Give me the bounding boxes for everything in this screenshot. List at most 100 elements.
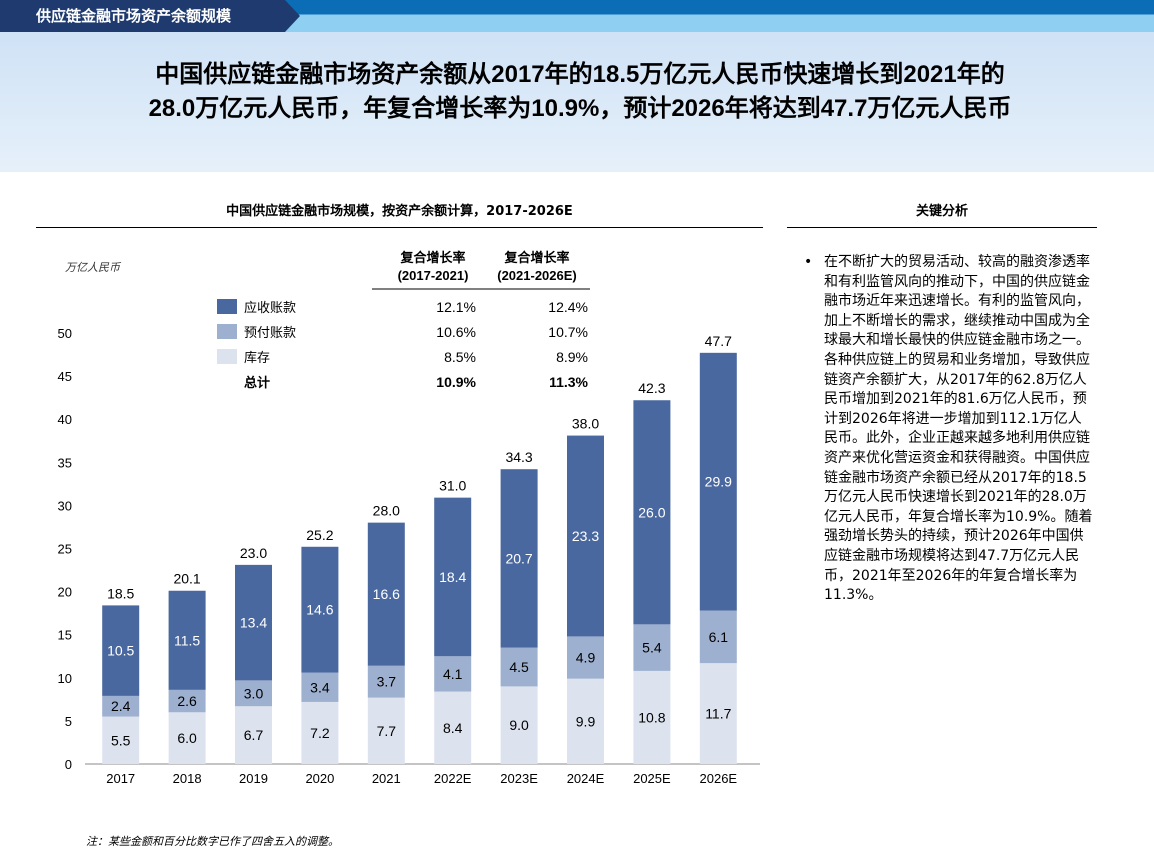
total-label: 18.5 [107,585,134,601]
segment-label: 5.4 [642,640,662,656]
bar-segment [102,695,140,717]
total-label: 31.0 [439,478,466,494]
cagr-value: 8.5% [444,349,476,365]
segment-label: 2.6 [177,693,197,709]
segment-label: 7.2 [310,725,330,741]
bar-segment [633,400,671,625]
x-tick-label: 2019 [239,771,268,786]
bar-segment [434,497,472,657]
cagr-value: 10.6% [436,324,476,340]
x-tick-label: 2025E [633,771,671,786]
segment-label: 23.3 [572,528,599,544]
analysis-text: 在不断扩大的贸易活动、较高的融资渗透率和有利监管风向的推动下，中国的供应链金融市… [804,253,1094,606]
legend-swatch [217,324,237,339]
bar-segment [301,701,339,764]
legend-swatch [217,349,237,364]
x-tick-label: 2023E [500,771,538,786]
cagr-value: 10.7% [548,324,588,340]
cagr-value: 8.9% [556,349,588,365]
cagr-header-period: (2021-2026E) [497,268,577,283]
total-label: 25.2 [306,527,333,543]
total-label: 34.3 [505,449,532,465]
x-tick-label: 2017 [106,771,135,786]
bar-segment [367,665,405,698]
y-tick-label: 10 [58,671,72,686]
headline-band [0,32,1154,172]
bar-segment [633,670,671,764]
segment-label: 7.7 [377,723,397,739]
chart-title: 中国供应链金融市场规模，按资产余额计算，2017-2026E [36,200,763,228]
total-label: 42.3 [638,380,665,396]
bar-segment [102,716,140,764]
key-analysis-title: 关键分析 [787,200,1097,228]
legend-label: 库存 [244,350,270,365]
y-tick-label: 40 [58,412,72,427]
bar-segment [699,663,737,764]
bar-segment [567,435,604,637]
y-tick-label: 30 [58,498,72,513]
bar-segment [102,605,140,696]
legend-label: 应收账款 [244,300,296,315]
segment-label: 18.4 [439,569,466,585]
bar-segment [168,712,206,764]
segment-label: 2.4 [111,698,131,714]
segment-label: 20.7 [505,550,532,566]
bar-segment [367,522,405,666]
y-tick-label: 45 [58,369,72,384]
y-tick-label: 25 [58,542,72,557]
legend-label: 预付账款 [244,325,296,340]
y-tick-label: 0 [65,757,72,772]
bar-segment [567,636,604,679]
segment-label: 3.4 [310,679,330,695]
cagr-value: 10.9% [436,374,476,390]
segment-label: 10.8 [638,709,665,725]
bar-segment [567,678,604,764]
y-tick-label: 15 [58,628,72,643]
bar-segment [633,624,671,671]
segment-label: 3.7 [377,674,397,690]
section-tab: 供应链金融市场资产余额规模 [0,0,300,32]
segment-label: 4.5 [509,659,529,675]
bar-segment [434,691,472,764]
segment-label: 5.5 [111,732,131,748]
segment-label: 6.0 [177,730,197,746]
segment-label: 10.5 [107,643,134,659]
total-label: 20.1 [173,571,200,587]
segment-label: 9.0 [509,717,529,733]
bar-segment [500,647,538,687]
bar-segment [500,469,538,648]
headline-line-2: 28.0万亿元人民币，年复合增长率为10.9%，预计2026年将达到47.7万亿… [148,95,1012,122]
bar-segment [699,352,737,611]
bar-segment [699,610,737,664]
segment-label: 4.9 [576,650,596,666]
x-tick-label: 2022E [434,771,472,786]
headline: 中国供应链金融市场资产余额从2017年的18.5万亿元人民币快速增长到2021年… [40,58,1120,126]
cagr-header: 复合增长率 [503,250,569,265]
segment-label: 3.0 [244,685,264,701]
legend-label: 总计 [244,375,270,390]
footnote: 注：某些金额和百分比数字已作了四舍五入的调整。 [86,835,339,848]
legend-swatch [217,299,237,314]
y-tick-label: 20 [58,585,72,600]
segment-label: 16.6 [373,586,400,602]
segment-label: 11.5 [174,632,200,648]
cagr-value: 12.4% [548,299,588,315]
cagr-value: 12.1% [436,299,476,315]
x-tick-label: 2024E [567,771,605,786]
bar-segment [301,546,339,673]
segment-label: 8.4 [443,720,463,736]
y-tick-label: 5 [65,714,72,729]
segment-label: 6.7 [244,727,264,743]
segment-label: 9.9 [576,713,596,729]
bar-segment [168,689,206,713]
key-analysis: 在不断扩大的贸易活动、较高的融资渗透率和有利监管风向的推动下，中国的供应链金融市… [804,253,1094,606]
segment-label: 4.1 [443,666,463,682]
total-label: 23.0 [240,545,267,561]
total-label: 38.0 [572,416,599,432]
y-tick-label: 50 [58,326,72,341]
bar-segment [367,697,405,764]
segment-label: 26.0 [638,504,665,520]
segment-label: 14.6 [306,602,333,618]
total-label: 47.7 [705,333,732,349]
